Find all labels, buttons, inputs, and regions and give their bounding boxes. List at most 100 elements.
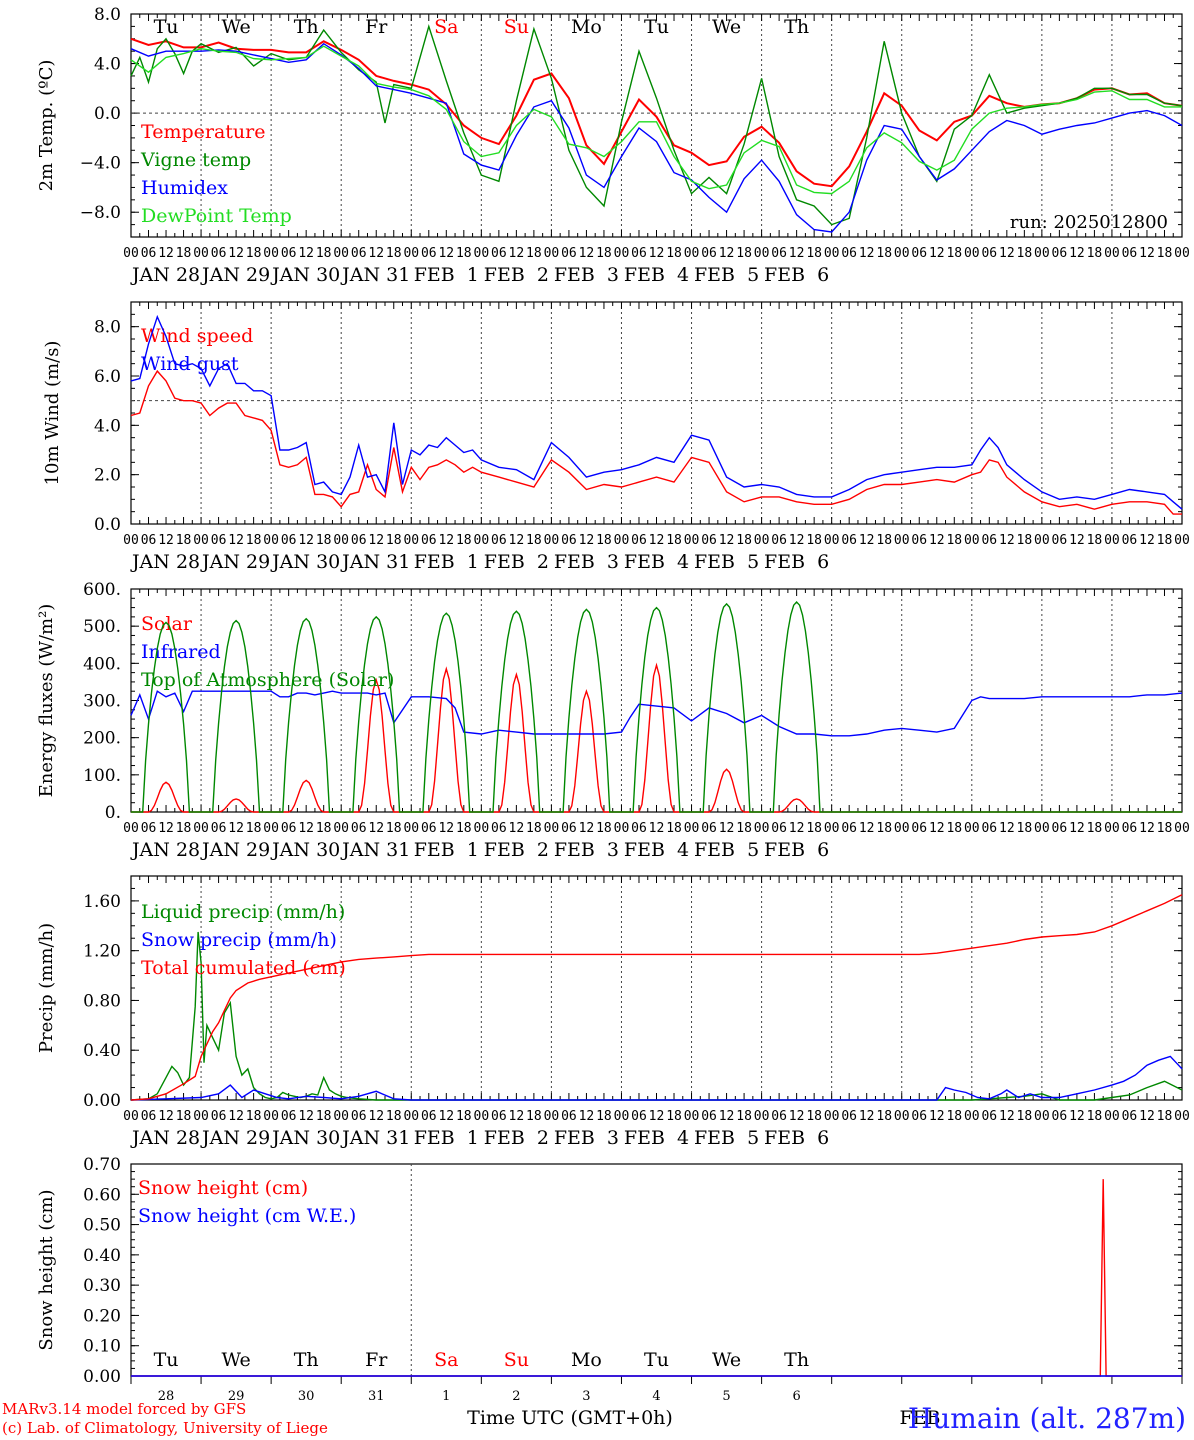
hour-label: 18 xyxy=(526,821,542,836)
y-tick-label: 4.0 xyxy=(94,416,121,436)
hour-label: 06 xyxy=(771,1109,787,1124)
day-number-label: 4 xyxy=(652,1389,660,1404)
hour-label: 06 xyxy=(911,246,927,261)
hour-label: 18 xyxy=(1087,533,1103,548)
hour-label: 06 xyxy=(351,1109,367,1124)
hour-label: 06 xyxy=(211,246,227,261)
date-label: JAN 28 xyxy=(130,264,200,286)
hour-label: 12 xyxy=(999,1109,1015,1124)
hour-label: 18 xyxy=(316,1109,332,1124)
hour-label: 06 xyxy=(141,1109,157,1124)
hour-label: 00 xyxy=(1104,246,1120,261)
hour-label: 06 xyxy=(981,533,997,548)
series-line-wind-gust xyxy=(130,314,1183,510)
y-tick-label: 1.20 xyxy=(83,942,121,962)
weekday-label: Fr xyxy=(365,16,388,38)
hour-label: 18 xyxy=(806,246,822,261)
hour-label: 18 xyxy=(176,1109,192,1124)
hour-label: 12 xyxy=(859,1109,875,1124)
y-tick-label: 1.60 xyxy=(83,892,121,912)
day-number-label: 29 xyxy=(228,1389,245,1404)
date-label: JAN 30 xyxy=(270,264,340,286)
hour-label: 12 xyxy=(509,246,525,261)
hour-label: 06 xyxy=(421,533,437,548)
hour-label: 06 xyxy=(631,246,647,261)
hour-label: 12 xyxy=(929,246,945,261)
hour-label: 18 xyxy=(176,821,192,836)
hour-label: 18 xyxy=(806,821,822,836)
hour-label: 18 xyxy=(1157,1109,1173,1124)
hour-label: 06 xyxy=(1052,246,1068,261)
hour-label: 12 xyxy=(438,246,454,261)
y-tick-label: −8.0 xyxy=(80,203,121,223)
weekday-label: We xyxy=(221,1349,250,1371)
weekday-label: Fr xyxy=(365,1349,388,1371)
weekday-label: Tu xyxy=(644,1349,669,1371)
y-tick-label: 0.50 xyxy=(83,1216,121,1236)
hour-label: 06 xyxy=(701,821,717,836)
date-label: FEB 1 xyxy=(414,1127,479,1149)
series-line-total-cumulated-cm- xyxy=(130,894,1183,1101)
hour-label: 12 xyxy=(789,821,805,836)
date-label: JAN 31 xyxy=(340,839,410,861)
date-label: FEB 3 xyxy=(554,839,619,861)
hour-label: 18 xyxy=(596,821,612,836)
hour-label: 12 xyxy=(859,821,875,836)
hour-label: 00 xyxy=(894,246,910,261)
hour-label: 00 xyxy=(544,246,560,261)
y-tick-label: 0.30 xyxy=(83,1276,121,1296)
date-label: FEB 2 xyxy=(484,839,549,861)
hour-label: 00 xyxy=(403,821,419,836)
hour-label: 18 xyxy=(246,821,262,836)
date-label: JAN 29 xyxy=(200,839,270,861)
hour-label: 18 xyxy=(596,533,612,548)
hour-label: 18 xyxy=(1087,246,1103,261)
hour-label: 00 xyxy=(684,1109,700,1124)
date-label: JAN 29 xyxy=(200,551,270,573)
hour-label: 06 xyxy=(281,246,297,261)
y-tick-label: 2.0 xyxy=(94,466,121,486)
hour-label: 06 xyxy=(281,533,297,548)
date-label: FEB 4 xyxy=(624,551,689,573)
y-tick-label: 0.20 xyxy=(83,1306,121,1326)
hour-label: 18 xyxy=(946,1109,962,1124)
hour-label: 06 xyxy=(491,533,507,548)
hour-label: 06 xyxy=(981,1109,997,1124)
date-label: FEB 5 xyxy=(694,1127,759,1149)
date-label: JAN 28 xyxy=(130,839,200,861)
date-label: JAN 31 xyxy=(340,264,410,286)
hour-label: 12 xyxy=(859,533,875,548)
hour-label: 18 xyxy=(666,246,682,261)
hour-label: 12 xyxy=(1139,1109,1155,1124)
hour-label: 18 xyxy=(246,533,262,548)
y-tick-label: 0.40 xyxy=(83,1246,121,1266)
hour-label: 00 xyxy=(1104,533,1120,548)
hour-label: 12 xyxy=(1069,246,1085,261)
hour-label: 06 xyxy=(701,246,717,261)
hour-label: 18 xyxy=(876,821,892,836)
hour-label: 18 xyxy=(456,821,472,836)
hour-label: 12 xyxy=(509,821,525,836)
hour-label: 00 xyxy=(824,821,840,836)
date-label: JAN 31 xyxy=(340,551,410,573)
hour-label: 18 xyxy=(736,533,752,548)
date-label: FEB 6 xyxy=(764,551,829,573)
hour-label: 12 xyxy=(228,246,244,261)
hour-label: 00 xyxy=(894,821,910,836)
hour-label: 12 xyxy=(1139,821,1155,836)
hour-label: 12 xyxy=(649,533,665,548)
y-tick-label: 0.60 xyxy=(83,1185,121,1205)
hour-label: 06 xyxy=(1122,1109,1138,1124)
hour-label: 12 xyxy=(368,533,384,548)
hour-label: 00 xyxy=(403,246,419,261)
hour-label: 12 xyxy=(158,821,174,836)
hour-label: 06 xyxy=(631,533,647,548)
day-number-label: 2 xyxy=(512,1389,520,1404)
hour-label: 06 xyxy=(1122,821,1138,836)
y-tick-label: 0.0 xyxy=(94,104,121,124)
hour-label: 18 xyxy=(316,533,332,548)
hour-label: 00 xyxy=(544,821,560,836)
hour-label: 06 xyxy=(561,246,577,261)
